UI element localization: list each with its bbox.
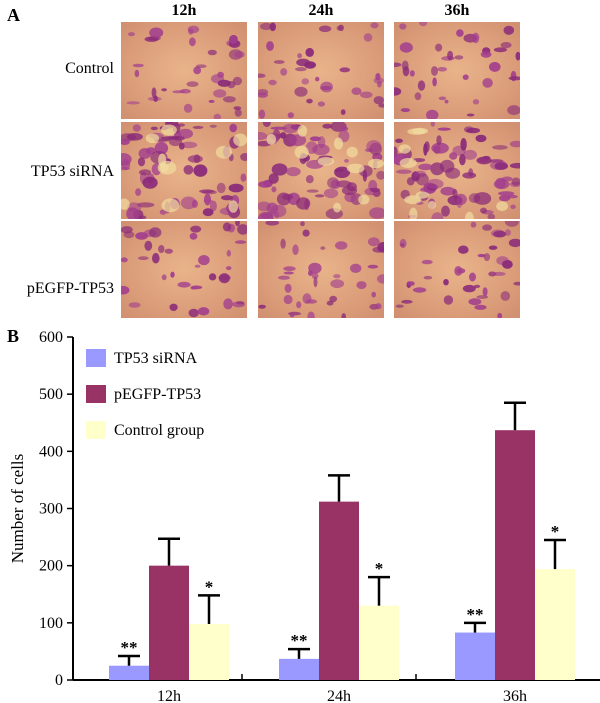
significance-mark: *	[551, 522, 560, 541]
col-label-24h: 24h	[308, 2, 334, 19]
y-tick-label: 100	[39, 615, 63, 632]
micrograph-sirna-24h	[258, 122, 384, 219]
bar-1-36h	[455, 632, 495, 680]
micrograph-sirna-36h	[394, 122, 520, 219]
x-tick-label: 24h	[327, 688, 351, 703]
bar-2-36h	[495, 430, 535, 680]
panel-b-letter: B	[7, 326, 19, 346]
row-label-control: Control	[65, 60, 114, 77]
legend-label-3: Control group	[114, 422, 204, 439]
row-label-tp53-sirna: TP53 siRNA	[30, 163, 114, 180]
y-tick-label: 0	[55, 672, 63, 689]
significance-mark: **	[467, 605, 484, 624]
significance-mark: **	[121, 638, 138, 657]
significance-mark: *	[375, 559, 384, 578]
bar-1-12h	[109, 665, 149, 680]
significance-mark: *	[205, 577, 214, 596]
y-tick-label: 600	[39, 329, 63, 346]
micrograph-control-36h	[394, 22, 520, 119]
legend-label-1: TP53 siRNA	[114, 350, 198, 367]
bar-3-12h	[189, 623, 229, 680]
legend-swatch-3	[86, 421, 106, 439]
micrograph-sirna-12h	[121, 122, 247, 219]
panel-a-letter: A	[7, 5, 20, 25]
micrograph-control-12h	[121, 22, 247, 119]
col-label-12h: 12h	[171, 2, 197, 19]
bar-2-24h	[319, 501, 359, 680]
col-label-36h: 36h	[444, 2, 470, 19]
x-tick-label: 12h	[157, 688, 181, 703]
legend-swatch-1	[86, 349, 106, 367]
micrograph-control-24h	[258, 22, 384, 119]
y-tick-label: 500	[39, 386, 63, 403]
row-label-pegfp-tp53: pEGFP-TP53	[26, 280, 114, 297]
y-tick-label: 400	[39, 443, 63, 460]
x-tick-label: 36h	[503, 688, 527, 703]
bar-2-12h	[149, 565, 189, 680]
micrograph-pegfp-36h	[394, 221, 520, 318]
y-axis-label: Number of cells	[8, 454, 27, 564]
bar-3-24h	[359, 605, 399, 680]
bar-3-36h	[535, 569, 575, 680]
legend-swatch-2	[86, 385, 106, 403]
bar-1-24h	[279, 658, 319, 680]
significance-mark: **	[291, 631, 308, 650]
y-tick-label: 200	[39, 558, 63, 575]
micrograph-pegfp-12h	[121, 221, 247, 318]
y-tick-label: 300	[39, 501, 63, 518]
micrograph-pegfp-24h	[258, 221, 384, 318]
legend-label-2: pEGFP-TP53	[114, 386, 201, 403]
